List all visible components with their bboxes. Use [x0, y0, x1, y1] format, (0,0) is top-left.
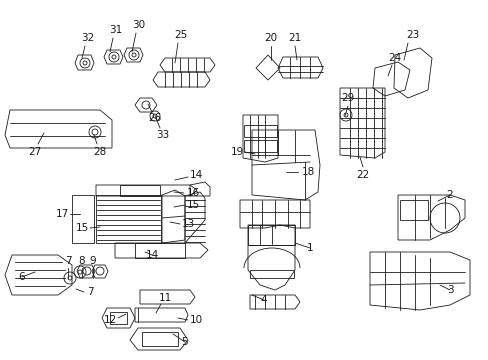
Text: 4: 4: [260, 295, 267, 305]
Bar: [244, 140, 276, 152]
Text: 18: 18: [301, 167, 314, 177]
Bar: [142, 332, 178, 346]
Text: 27: 27: [28, 147, 41, 157]
Text: 13: 13: [181, 219, 194, 229]
Bar: [249, 270, 293, 278]
Text: 3: 3: [446, 285, 452, 295]
Text: 23: 23: [406, 30, 419, 40]
Bar: [399, 200, 427, 220]
Bar: [96, 195, 161, 243]
Text: 11: 11: [158, 293, 171, 303]
Bar: [244, 125, 276, 137]
Text: 24: 24: [387, 53, 401, 63]
Text: 29: 29: [341, 93, 354, 103]
Text: 26: 26: [148, 113, 162, 123]
Text: 17: 17: [55, 209, 68, 219]
Bar: [120, 185, 160, 196]
Text: 14: 14: [189, 170, 202, 180]
Text: 19: 19: [230, 147, 243, 157]
Text: 1: 1: [306, 243, 313, 253]
Text: 22: 22: [356, 170, 369, 180]
Bar: [247, 225, 294, 245]
Text: 10: 10: [189, 315, 202, 325]
Text: 12: 12: [103, 315, 116, 325]
Text: 7: 7: [64, 256, 71, 266]
Text: 6: 6: [19, 272, 25, 282]
Text: 16: 16: [186, 188, 199, 198]
Bar: [72, 195, 94, 243]
Text: 25: 25: [174, 30, 187, 40]
Text: 9: 9: [89, 256, 96, 266]
Text: 15: 15: [186, 200, 199, 210]
Text: 8: 8: [79, 256, 85, 266]
Text: 33: 33: [156, 130, 169, 140]
Text: 7: 7: [86, 287, 93, 297]
Text: 14: 14: [145, 250, 158, 260]
Text: 30: 30: [132, 20, 145, 30]
Text: 5: 5: [182, 337, 188, 347]
Text: 32: 32: [81, 33, 95, 43]
Text: 2: 2: [446, 190, 452, 200]
Text: 21: 21: [288, 33, 301, 43]
Text: 31: 31: [109, 25, 122, 35]
Text: 15: 15: [75, 223, 88, 233]
Text: 28: 28: [93, 147, 106, 157]
Text: 20: 20: [264, 33, 277, 43]
Bar: [110, 312, 127, 324]
Bar: [135, 243, 184, 258]
